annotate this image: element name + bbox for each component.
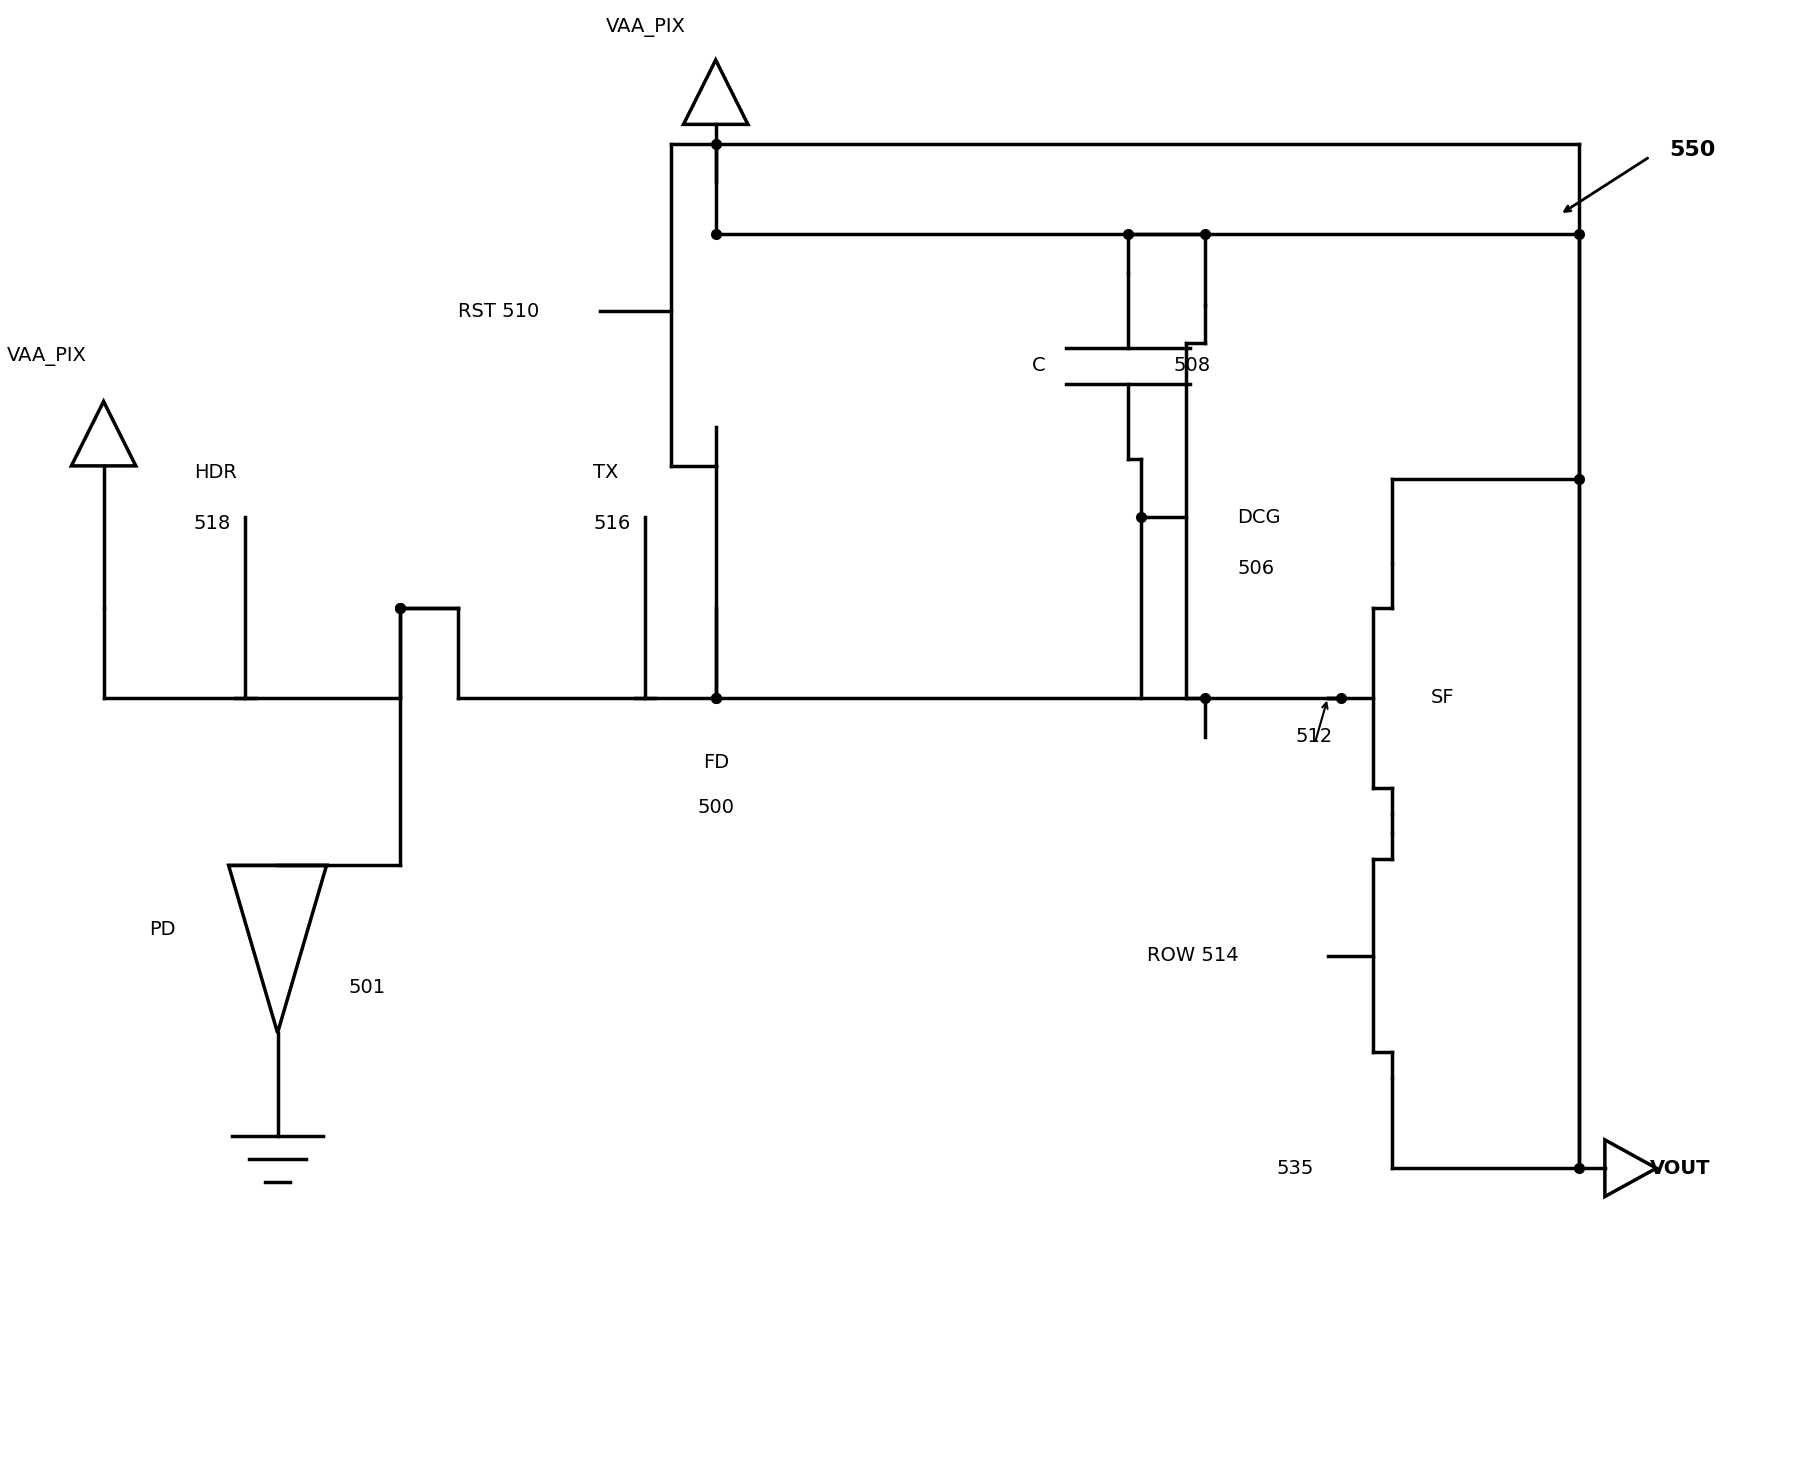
Text: VOUT: VOUT (1651, 1159, 1711, 1178)
Text: RST 510: RST 510 (458, 302, 540, 321)
Text: ROW 514: ROW 514 (1147, 946, 1240, 965)
Text: HDR: HDR (195, 463, 236, 482)
Text: TX: TX (593, 463, 618, 482)
Text: SF: SF (1431, 688, 1454, 707)
Text: 550: 550 (1669, 140, 1716, 161)
Text: 508: 508 (1173, 356, 1211, 374)
Text: 506: 506 (1238, 560, 1274, 579)
Text: 516: 516 (593, 514, 631, 533)
Text: VAA_PIX: VAA_PIX (7, 346, 87, 365)
Text: C: C (1031, 356, 1045, 374)
Text: 518: 518 (195, 514, 231, 533)
Text: 535: 535 (1276, 1159, 1314, 1178)
Text: 512: 512 (1296, 728, 1333, 745)
Text: 501: 501 (349, 978, 385, 997)
Text: PD: PD (149, 921, 175, 940)
Text: FD: FD (702, 753, 729, 772)
Text: DCG: DCG (1238, 508, 1282, 527)
Text: VAA_PIX: VAA_PIX (605, 18, 685, 37)
Text: 500: 500 (696, 798, 734, 818)
